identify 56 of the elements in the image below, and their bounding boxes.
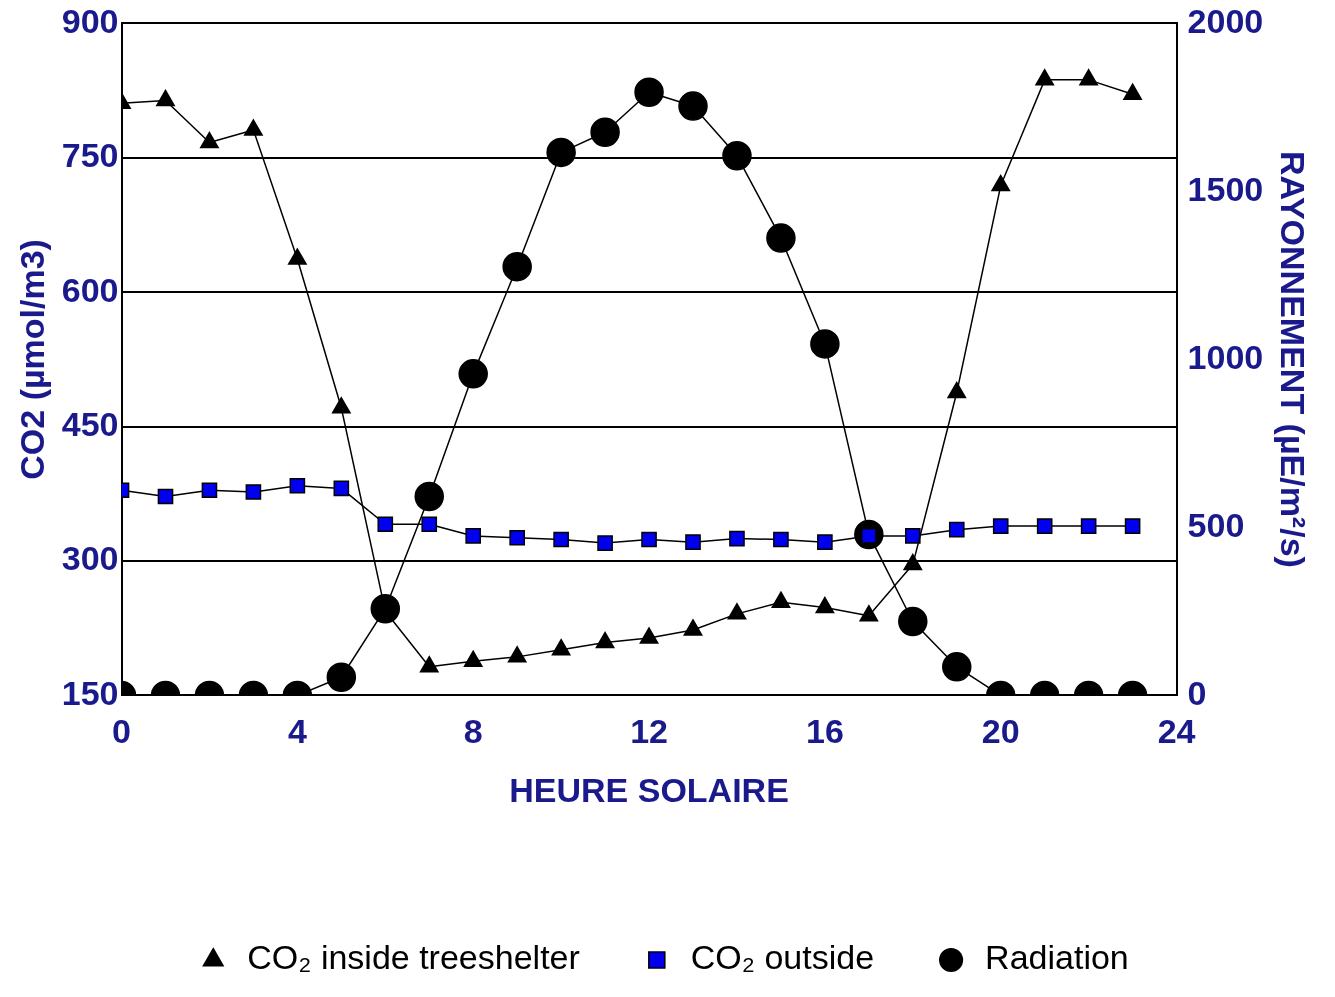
point xyxy=(948,521,965,538)
y-tick-label: 750 xyxy=(61,136,119,175)
point xyxy=(245,484,262,500)
point xyxy=(1036,518,1053,534)
x-tick-label: 20 xyxy=(981,712,1020,751)
y2-tick-label: 1500 xyxy=(1187,169,1264,208)
point xyxy=(421,516,438,533)
point xyxy=(289,477,306,494)
y-tick-label: 450 xyxy=(61,404,119,443)
point xyxy=(287,248,307,265)
x-tick-label: 24 xyxy=(1157,712,1196,751)
point xyxy=(992,518,1009,534)
y-axis-title: CO2 (µmol/m3) xyxy=(12,239,51,480)
y2-axis-title: RAYONNEMENT (µE/m²/s) xyxy=(1274,150,1313,568)
point xyxy=(597,535,613,551)
y-tick-label: 300 xyxy=(61,539,119,578)
point xyxy=(817,534,833,551)
point xyxy=(156,89,175,107)
x-tick-label: 12 xyxy=(630,712,668,751)
y2-tick-label: 1000 xyxy=(1187,337,1264,376)
point xyxy=(333,480,350,497)
point xyxy=(1124,518,1141,534)
point xyxy=(904,528,921,544)
point xyxy=(465,528,482,544)
point xyxy=(201,482,218,499)
point xyxy=(773,531,789,548)
x-tick-label: 16 xyxy=(805,712,844,751)
x-tick-label: 4 xyxy=(287,712,307,751)
point xyxy=(947,381,967,399)
point xyxy=(1123,83,1143,100)
point xyxy=(1080,518,1097,534)
point xyxy=(244,119,263,136)
y-tick-label: 600 xyxy=(61,270,119,309)
x-tick-label: 8 xyxy=(463,712,483,751)
point xyxy=(553,531,569,548)
x-axis-title: HEURE SOLAIRE xyxy=(509,770,789,809)
point xyxy=(641,531,657,548)
legend-label: Radiation xyxy=(985,938,1129,977)
legend-label: CO₂ outside xyxy=(690,938,875,977)
point xyxy=(331,397,351,414)
x-tick-label: 0 xyxy=(112,712,131,751)
point xyxy=(685,534,701,551)
y2-tick-label: 2000 xyxy=(1187,1,1264,40)
point xyxy=(200,131,219,149)
legend-label: CO₂ inside treeshelter xyxy=(247,938,580,977)
point xyxy=(729,530,745,547)
point xyxy=(509,529,525,546)
point xyxy=(991,174,1011,192)
y2-tick-label: 0 xyxy=(1187,673,1207,712)
y-tick-label: 150 xyxy=(61,673,119,712)
point xyxy=(377,516,394,533)
point xyxy=(157,488,174,505)
y-tick-label: 900 xyxy=(61,1,119,40)
point xyxy=(1035,69,1055,86)
y2-tick-label: 500 xyxy=(1187,505,1245,544)
point xyxy=(1079,69,1099,86)
